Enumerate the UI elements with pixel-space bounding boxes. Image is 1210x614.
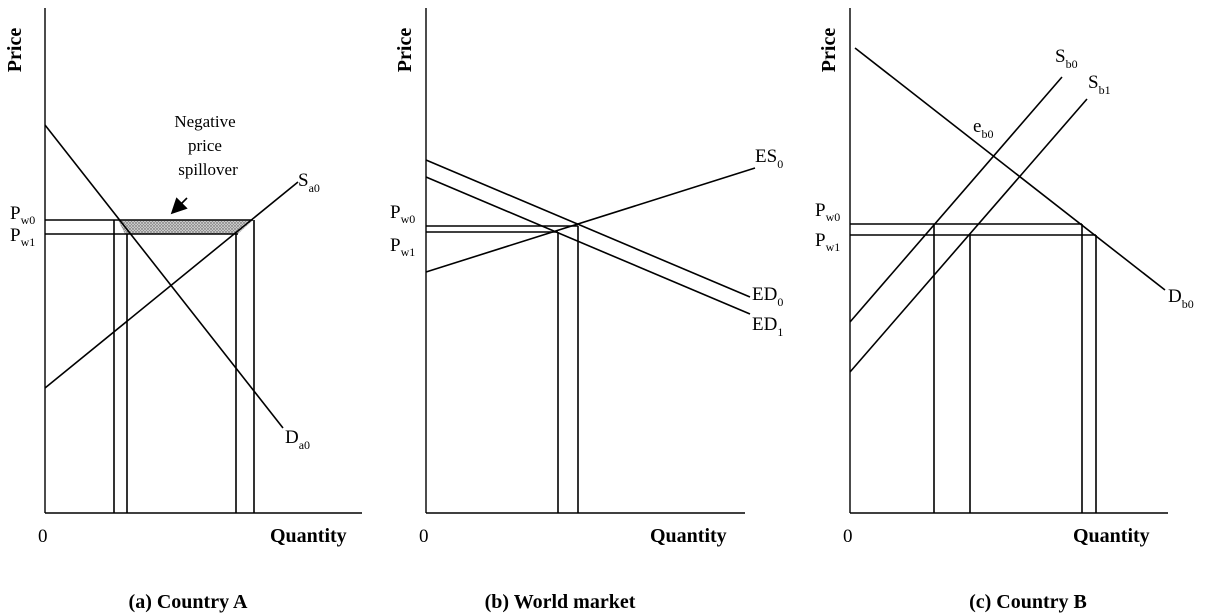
panel-b-origin: 0 [419,526,429,547]
panel-b-es0-label: ES0 [755,146,783,171]
panel-c: Price Quantity 0 Pw0 Pw1 Sb0 Sb1 Db0 eb0… [815,8,1194,613]
panel-a-annotation: Negative price spillover [174,112,238,179]
panel-b-caption: (b) World market [485,591,636,613]
svg-text:Negative: Negative [174,112,235,131]
panel-c-x-label: Quantity [1073,525,1150,547]
panel-a-spillover-area [118,220,253,234]
panel-b-pw1-label: Pw1 [390,235,415,259]
panel-a-x-label: Quantity [270,525,347,547]
panel-c-y-label: Price [818,28,840,73]
panel-b-ed0-label: ED0 [752,284,783,309]
panel-c-sb1-label: Sb1 [1088,72,1111,97]
panel-a-caption: (a) Country A [129,591,248,613]
panel-a-demand-label: Da0 [285,427,310,452]
panel-b-y-label: Price [394,28,416,73]
panel-a-supply-label: Sa0 [298,170,320,195]
panel-a: Price Quantity 0 Pw0 Pw1 Sa0 Da0 Negativ… [4,8,362,613]
panel-c-sb0-label: Sb0 [1055,46,1078,71]
panel-c-caption: (c) Country B [969,591,1087,613]
panel-c-pw1-label: Pw1 [815,230,840,254]
panel-c-sb0-curve [849,76,1063,323]
panel-b-ed1-curve [425,176,751,315]
panel-b-x-label: Quantity [650,525,727,547]
panel-a-origin: 0 [38,526,48,547]
panel-a-demand-curve [44,124,284,429]
svg-text:spillover: spillover [178,160,238,179]
panel-a-pw1-label: Pw1 [10,225,35,249]
panel-b-es0-curve [425,167,756,273]
panel-c-eb0-label: eb0 [973,116,993,141]
panel-a-supply-curve [44,181,299,389]
panel-c-pw0-label: Pw0 [815,200,840,224]
panel-b-ed0-curve [425,159,751,298]
panel-a-pw0-label: Pw0 [10,203,35,227]
panel-b-pw0-label: Pw0 [390,202,415,226]
panel-c-db0-label: Db0 [1168,286,1194,311]
panel-c-sb1-curve [849,98,1088,373]
panel-a-annotation-arrow [170,197,188,215]
panel-a-y-label: Price [4,28,26,73]
svg-text:price: price [188,136,222,155]
panel-c-db0-curve [854,47,1166,291]
panel-c-origin: 0 [843,526,853,547]
panel-b: Price Quantity 0 Pw0 Pw1 ES0 ED0 ED1 (b)… [390,8,783,613]
panel-b-ed1-label: ED1 [752,314,783,339]
